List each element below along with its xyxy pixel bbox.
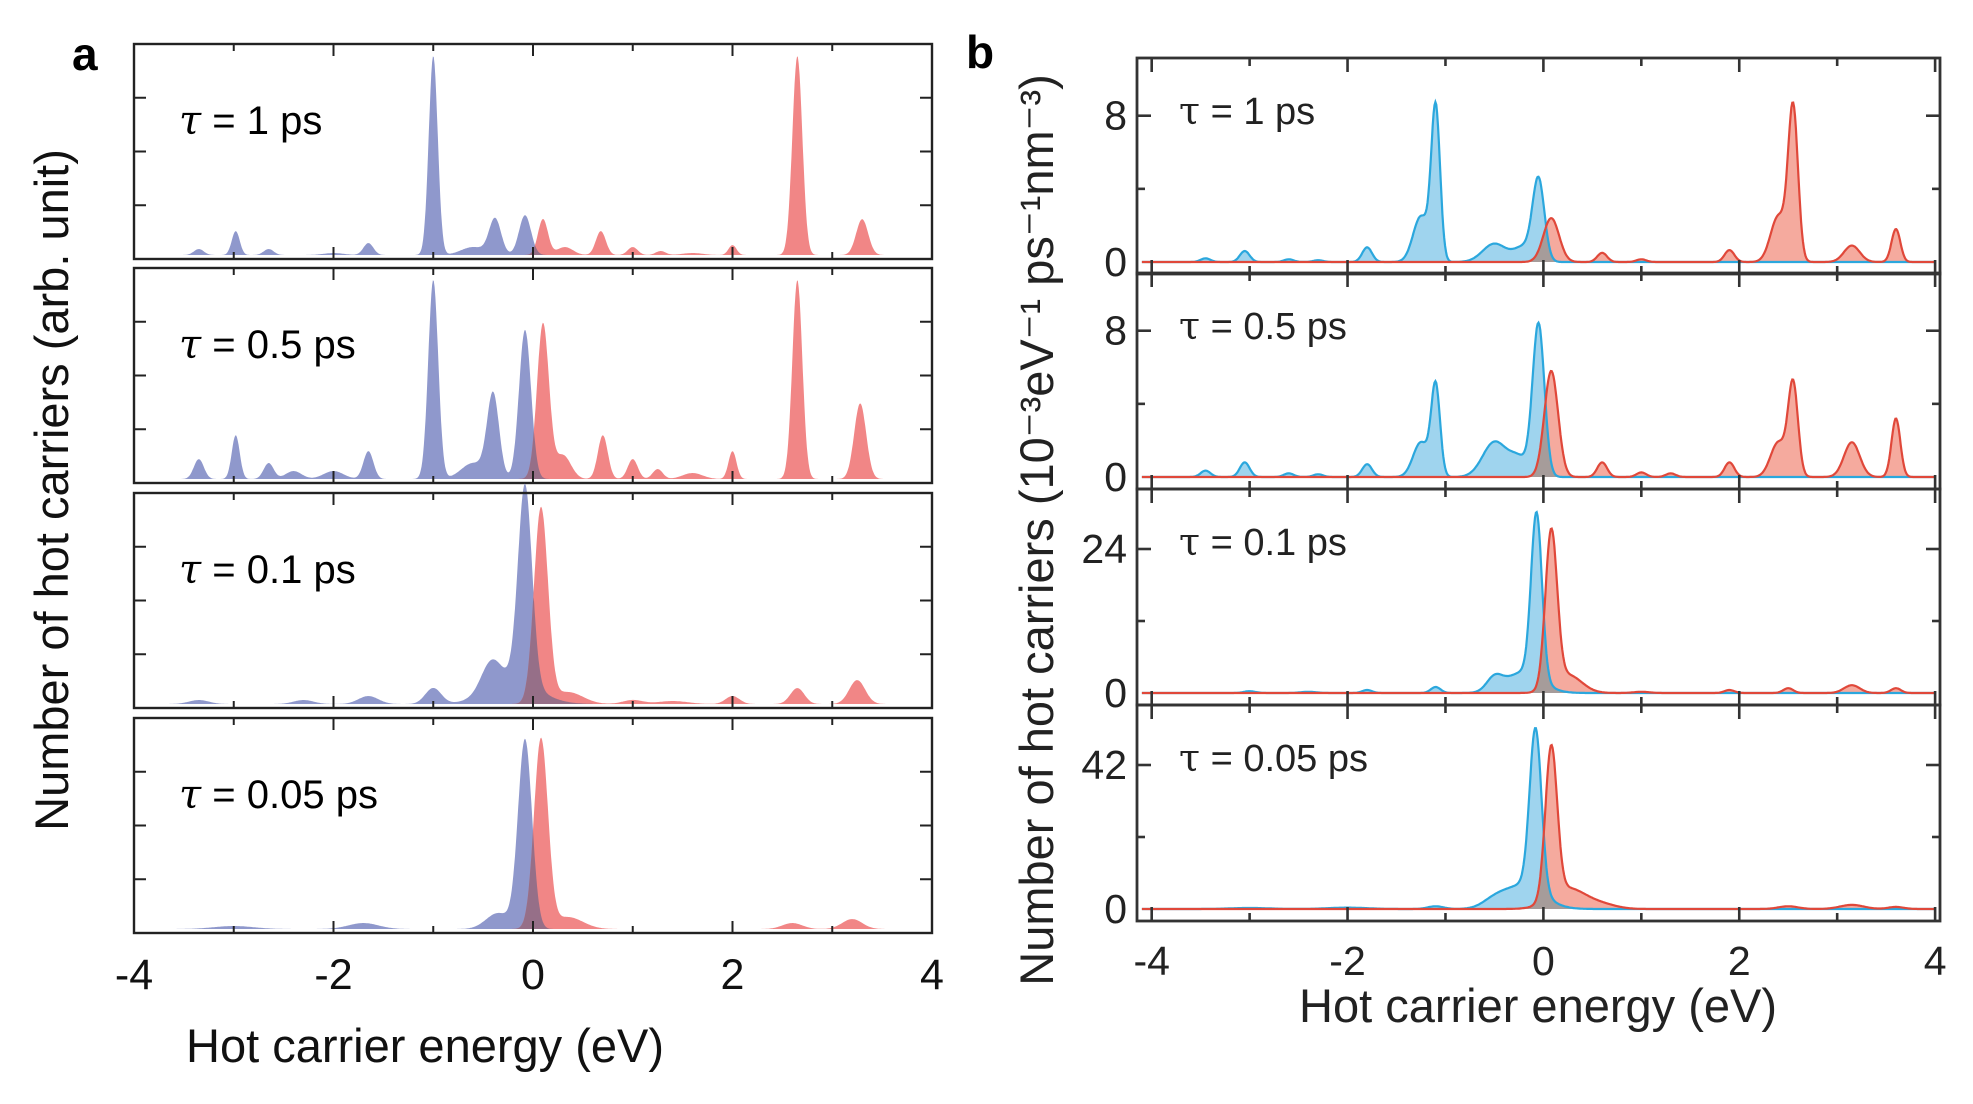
panel-b-subplot-2: 0 24 τ = 0.1 ps: [1081, 487, 1942, 716]
panel-a-subplot-0-holes-area: [163, 56, 903, 256]
panel-b-subplot-0: 0 8 τ = 1 ps: [1104, 56, 1942, 285]
panel-a-subplot-1-overlap-area: [163, 430, 903, 479]
panel-b-subplot-0-ytick-label: 8: [1104, 93, 1127, 139]
panel-b-subplot-2-tau-label: τ = 0.1 ps: [1179, 520, 1347, 564]
panel-a-xtick-label: -4: [115, 951, 153, 999]
panel-b-subplot-0-holes-area: [1141, 102, 1936, 262]
panel-b-subplot-0-overlap-area: [1141, 228, 1936, 262]
panel-b-xtick-label: 0: [1532, 938, 1555, 984]
panel-b-xlabel: Hot carrier energy (eV): [1299, 979, 1777, 1032]
panel-b-subplot-3: 0 42 τ = 0.05 ps: [1081, 703, 1942, 932]
panel-b-subplot-1-electrons-line: [1141, 369, 1936, 479]
panel-b-subplot-0-electrons-line: [1141, 101, 1936, 264]
panel-a-subplot-0: τ = 1 ps: [132, 42, 934, 261]
panel-a-subplot-1-tau-label: τ = 0.5 ps: [179, 322, 356, 368]
panel-b-xtick-label: -2: [1329, 938, 1365, 984]
panel-a-subplot-2-holes-area: [163, 483, 903, 704]
panel-b-subplot-0-tau-label: τ = 1 ps: [1179, 89, 1315, 133]
panel-b-subplot-1-holes-area: [1141, 322, 1936, 477]
panel-a-xtick-label: 0: [521, 951, 545, 999]
panel-b-subplot-2-holes-area: [1141, 512, 1936, 693]
panel-a-subplot-3-overlap-area: [163, 830, 903, 929]
panel-b-subplot-3-tau-label: τ = 0.05 ps: [1179, 736, 1368, 780]
panel-b-subplot-1-electrons-area: [1141, 371, 1936, 477]
panel-a-subplot-2: τ = 0.1 ps: [132, 483, 934, 710]
plot-area: τ = 1 ps τ = 0.5 ps τ = 0.1 ps τ = 0.05 ps -…: [115, 42, 1947, 999]
panel-a-label: a: [72, 28, 98, 80]
panel-b-subplot-2-ytick-label: 24: [1081, 526, 1127, 572]
panel-a-subplot-2-overlap-area: [163, 597, 903, 704]
panel-a-subplot-1: τ = 0.5 ps: [132, 266, 934, 485]
panel-a-xlabel: Hot carrier energy (eV): [186, 1019, 664, 1072]
panel-b-ylabel: Number of hot carriers (10⁻³eV⁻¹ ps⁻¹nm⁻…: [1010, 74, 1063, 986]
panel-b-xtick-label: 4: [1924, 938, 1947, 984]
panel-b-subplot-3-frame: [1135, 703, 1942, 923]
panel-a-subplot-0-electrons-area: [163, 56, 903, 256]
panel-a-xtick-label: 4: [920, 951, 944, 999]
panel-a-subplot-3-tau-label: τ = 0.05 ps: [179, 772, 378, 818]
panel-b-subplot-2-electrons-line: [1141, 527, 1936, 695]
panel-b-subplot-1-ytick-label: 8: [1104, 308, 1127, 354]
panel-b-subplot-3-ytick-label: 0: [1104, 886, 1127, 932]
panel-b-subplot-1-ytick-label: 0: [1104, 454, 1127, 500]
panel-a-subplot-2-tau-label: τ = 0.1 ps: [179, 547, 356, 593]
panel-b-subplot-3-ytick-label: 42: [1081, 742, 1127, 788]
panel-b-subplot-2-ytick-label: 0: [1104, 670, 1127, 716]
panel-a-subplot-3: τ = 0.05 ps: [132, 716, 934, 935]
panel-b-label: b: [966, 26, 994, 78]
panel-a-subplot-0-tau-label: τ = 1 ps: [179, 98, 322, 144]
panel-b-subplot-1: 0 8 τ = 0.5 ps: [1104, 271, 1942, 500]
panel-b-xtick-label: -4: [1133, 938, 1169, 984]
panel-a-xtick-label: -2: [314, 951, 352, 999]
panel-a-xtick-label: 2: [721, 951, 745, 999]
panel-a-subplot-0-frame: [132, 42, 934, 261]
panel-b-subplot-3-electrons-line: [1141, 743, 1936, 911]
panel-a-subplot-1-holes-area: [163, 280, 903, 479]
panel-b-xtick-label: 2: [1728, 938, 1751, 984]
panel-a-ylabel: Number of hot carriers (arb. unit): [25, 149, 78, 831]
panel-b-subplot-3-holes-area: [1141, 728, 1936, 909]
panel-b-subplot-0-ytick-label: 0: [1104, 239, 1127, 285]
panel-b-subplot-1-tau-label: τ = 0.5 ps: [1179, 304, 1347, 348]
